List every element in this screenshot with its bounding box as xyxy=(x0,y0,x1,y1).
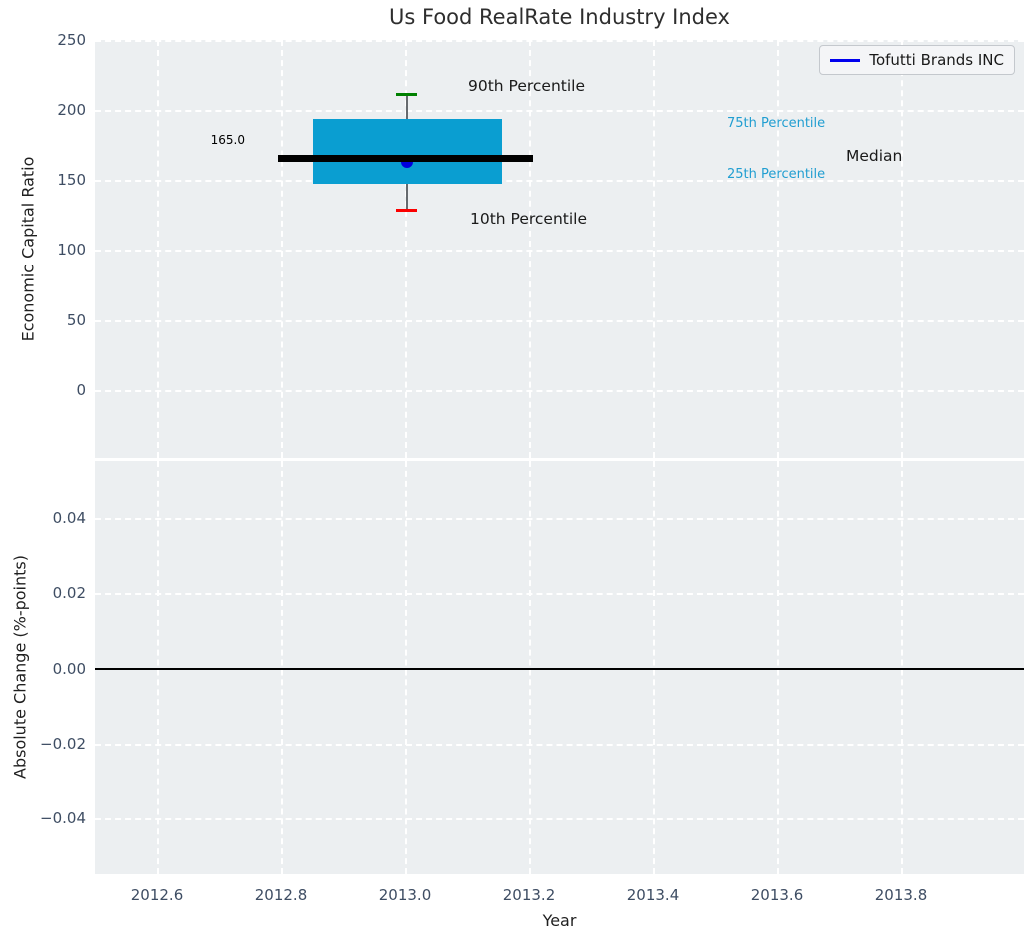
y-tick-label: 200 xyxy=(57,101,86,119)
gridline xyxy=(95,180,1024,182)
zero-reference-line xyxy=(95,668,1024,670)
x-tick-label: 2012.6 xyxy=(130,886,184,904)
gridline xyxy=(281,40,283,458)
gridline xyxy=(777,40,779,458)
annotation-25th-percentile: 25th Percentile xyxy=(727,167,826,182)
chart-title: Us Food RealRate Industry Index xyxy=(389,5,730,29)
median-line xyxy=(278,155,533,162)
y-tick-label: 150 xyxy=(57,171,86,189)
bottom-plot-area xyxy=(95,461,1024,874)
x-tick-label: 2013.4 xyxy=(626,886,680,904)
annotation-10th-percentile: 10th Percentile xyxy=(470,210,588,228)
x-axis-label: Year xyxy=(542,911,577,930)
gridline xyxy=(95,390,1024,392)
gridline xyxy=(95,518,1024,520)
annotation-90th-percentile: 90th Percentile xyxy=(468,77,586,95)
gridline xyxy=(405,461,407,874)
gridline xyxy=(95,744,1024,746)
gridline xyxy=(653,461,655,874)
y-tick-label: −0.02 xyxy=(40,735,86,753)
y-tick-label: 100 xyxy=(57,241,86,259)
x-tick-label: 2012.8 xyxy=(254,886,308,904)
gridline xyxy=(157,461,159,874)
y-tick-label: 0 xyxy=(76,381,86,399)
y-tick-label: 0.04 xyxy=(52,509,86,527)
x-tick-label: 2013.6 xyxy=(750,886,804,904)
gridline xyxy=(777,461,779,874)
interquartile-box xyxy=(313,119,502,184)
y-tick-label: 250 xyxy=(57,31,86,49)
gridline xyxy=(901,461,903,874)
legend-box: Tofutti Brands INC xyxy=(819,45,1015,75)
gridline xyxy=(95,40,1024,42)
gridline xyxy=(95,250,1024,252)
10th-percentile-cap xyxy=(396,209,417,212)
x-tick-label: 2013.2 xyxy=(502,886,556,904)
gridline xyxy=(653,40,655,458)
y-tick-label: 50 xyxy=(66,311,86,329)
90th-percentile-cap xyxy=(396,93,417,96)
gridline xyxy=(529,40,531,458)
gridline xyxy=(95,818,1024,820)
x-tick-label: 2013.8 xyxy=(874,886,928,904)
y-tick-label: −0.04 xyxy=(40,809,86,827)
gridline xyxy=(95,320,1024,322)
gridline xyxy=(281,461,283,874)
gridline xyxy=(901,40,903,458)
gridline xyxy=(95,110,1024,112)
gridline xyxy=(157,40,159,458)
x-tick-label: 2013.0 xyxy=(378,886,432,904)
bottom-y-axis-label: Absolute Change (%-points) xyxy=(10,555,30,779)
median-value-label: 165.0 xyxy=(210,133,245,147)
y-tick-label: 0.00 xyxy=(52,660,86,678)
top-plot-area: 165.0 90th Percentile 10th Percentile 75… xyxy=(95,40,1024,458)
legend-line-sample xyxy=(830,58,861,62)
gridline xyxy=(405,40,407,458)
annotation-75th-percentile: 75th Percentile xyxy=(727,116,826,131)
y-tick-label: 0.02 xyxy=(52,584,86,602)
legend-series-label: Tofutti Brands INC xyxy=(869,51,1004,69)
top-y-axis-label: Economic Capital Ratio xyxy=(18,156,38,342)
gridline xyxy=(95,593,1024,595)
annotation-median: Median xyxy=(846,147,903,165)
gridline xyxy=(529,461,531,874)
